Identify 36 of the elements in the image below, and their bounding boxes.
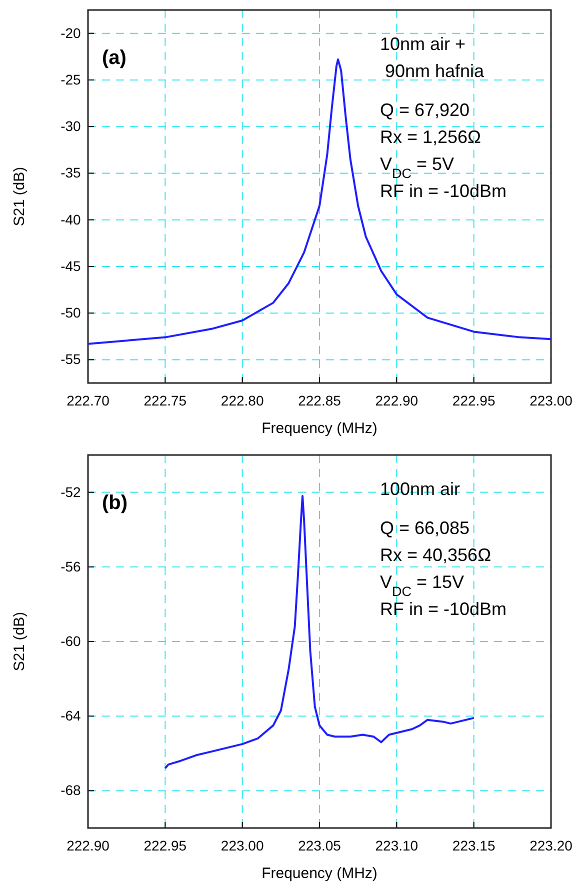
- y-axis-title: S21 (dB): [11, 612, 28, 672]
- y-tick-label: -68: [60, 782, 82, 798]
- x-tick-label: 222.95: [144, 838, 187, 854]
- x-tick-label: 223.10: [375, 838, 418, 854]
- y-tick-label: -64: [60, 708, 82, 724]
- y-tick-label: -55: [60, 351, 82, 368]
- x-tick-label: 222.95: [452, 392, 496, 409]
- annotation: (b): [102, 492, 128, 514]
- x-tick-label: 223.20: [530, 838, 573, 854]
- y-tick-label: -52: [60, 484, 82, 500]
- x-tick-label: 222.85: [298, 392, 342, 409]
- y-tick-label: -25: [60, 71, 82, 88]
- annotation: (a): [102, 47, 126, 69]
- x-tick-label: 222.90: [66, 838, 110, 854]
- x-tick-label: 223.00: [220, 838, 264, 854]
- x-tick-label: 223.05: [298, 838, 342, 854]
- y-tick-label: -30: [60, 118, 82, 134]
- annotation: Q = 66,085 Rx = 40,356Ω V$_{DC}$ = 15V RF in = -10dBm: [380, 518, 507, 619]
- annotation: Q = 67,920 Rx = 1,256Ω V$_{DC}$ = 5V RF in = -10dBm: [380, 100, 507, 201]
- annotation: 10nm air + 90nm hafnia: [380, 34, 486, 81]
- x-tick-label: 222.75: [144, 392, 187, 409]
- x-tick-label: 223.00: [530, 392, 573, 409]
- y-tick-label: -35: [60, 164, 82, 181]
- x-axis-title: Frequency (MHz): [262, 865, 378, 882]
- x-tick-label: 222.80: [220, 392, 264, 409]
- x-tick-label: 222.90: [375, 392, 418, 409]
- x-tick-label: 222.70: [66, 392, 110, 409]
- y-tick-label: -50: [60, 304, 82, 321]
- x-axis-title: Frequency (MHz): [262, 420, 378, 437]
- y-tick-label: -45: [60, 258, 82, 274]
- y-tick-label: -20: [60, 24, 82, 41]
- x-tick-label: 223.15: [452, 838, 496, 854]
- y-axis-title: S21 (dB): [11, 166, 28, 226]
- y-tick-label: -60: [60, 632, 82, 649]
- y-tick-label: -40: [60, 211, 82, 228]
- y-tick-label: -56: [60, 558, 82, 574]
